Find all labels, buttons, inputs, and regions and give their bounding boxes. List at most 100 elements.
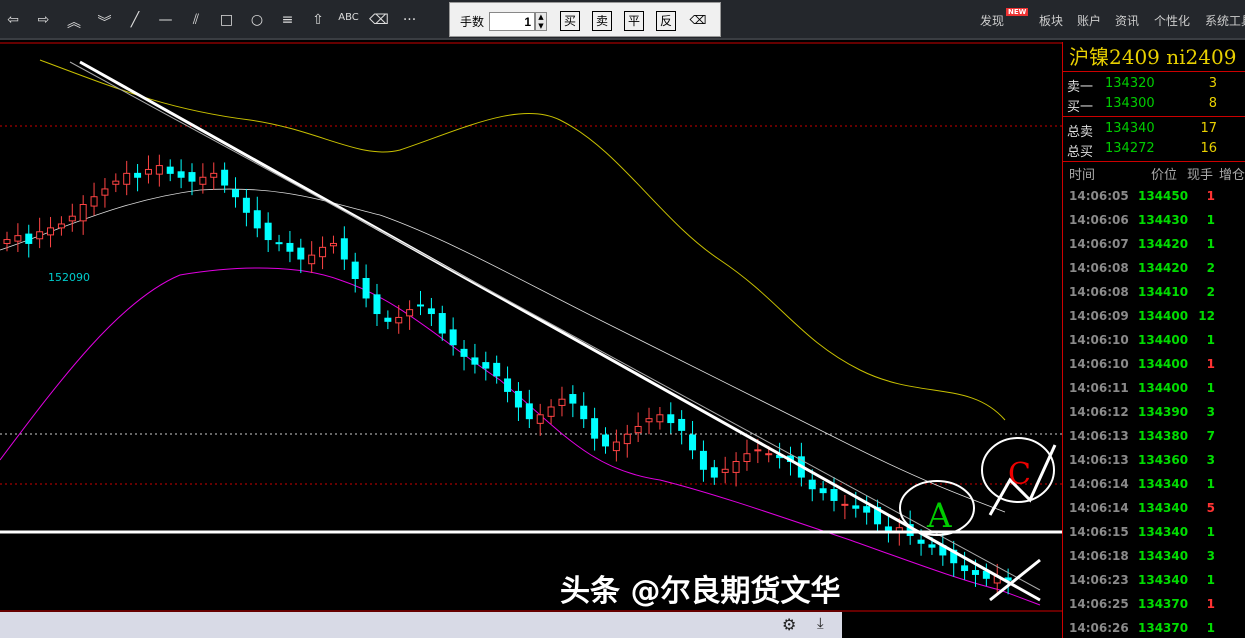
candle (308, 254, 316, 265)
tick-volume: 1 (1206, 189, 1215, 203)
tick-price: 134340 (1138, 525, 1189, 539)
tick-price: 134400 (1138, 381, 1189, 395)
tick-time: 14:06:13 (1069, 453, 1129, 467)
reverse-button[interactable]: 反 (656, 11, 676, 31)
tick-price: 134390 (1138, 405, 1189, 419)
row-price: 134340 (1105, 121, 1155, 136)
candle (961, 565, 969, 572)
candle (471, 357, 479, 365)
candle (242, 197, 250, 213)
line-icon[interactable]: ╱ (130, 12, 140, 28)
tick-volume: 2 (1206, 261, 1215, 275)
tick-price: 134370 (1138, 597, 1189, 611)
tick-price: 134400 (1138, 357, 1189, 371)
eraser-icon[interactable]: ⌫ (689, 13, 707, 27)
new-badge: NEW (1006, 8, 1029, 16)
menu-sectors[interactable]: 板块 (1039, 14, 1064, 28)
close-position-button[interactable]: 平 (624, 11, 644, 31)
arrow-up-icon[interactable]: ⇧ (312, 12, 324, 28)
download-icon[interactable]: ⤓ (817, 614, 824, 632)
candle (232, 189, 240, 198)
candle (852, 505, 860, 509)
tick-volume: 12 (1198, 309, 1215, 323)
tick-row: 14:06:15 134340 1 (1063, 520, 1245, 544)
qty-input[interactable] (489, 12, 535, 31)
more-icon[interactable]: ··· (402, 12, 417, 28)
text-icon[interactable]: ABC (338, 12, 359, 23)
gear-icon[interactable]: ⚙ (782, 615, 797, 634)
candle (210, 172, 218, 178)
lower-band (0, 267, 1041, 606)
tick-price: 134360 (1138, 453, 1189, 467)
middle-ma (0, 188, 1006, 513)
rectangle-icon[interactable]: □ (219, 12, 234, 28)
tick-time: 14:06:14 (1069, 477, 1129, 491)
tick-price: 134450 (1138, 189, 1189, 203)
tick-time: 14:06:14 (1069, 501, 1129, 515)
tick-row: 14:06:10 134400 1 (1063, 328, 1245, 352)
candle (275, 242, 283, 245)
tick-price: 134420 (1138, 237, 1189, 251)
quote-row: 卖一 134320 3 (1063, 74, 1245, 95)
quote-row: 总卖 134340 17 (1063, 119, 1245, 140)
row-volume: 16 (1200, 141, 1217, 156)
tick-row: 14:06:09 134400 12 (1063, 304, 1245, 328)
tick-row: 14:06:05 134450 1 (1063, 184, 1245, 208)
candle (79, 204, 87, 222)
quote-row: 买一 134300 8 (1063, 94, 1245, 115)
fibonacci-icon[interactable]: ≡ (281, 12, 294, 28)
tick-header: 时间 价位 现手 增仓 (1063, 162, 1245, 184)
tick-time: 14:06:11 (1069, 381, 1129, 395)
menu-personalize[interactable]: 个性化 (1154, 14, 1191, 28)
double-up-icon[interactable]: ︽ (67, 15, 81, 31)
low-price-label: 152090 (48, 271, 90, 284)
sell-button[interactable]: 卖 (592, 11, 612, 31)
header-time: 时间 (1069, 168, 1096, 183)
header-price: 价位 (1151, 168, 1178, 183)
arrow-left-icon[interactable]: ⇦ (7, 12, 19, 28)
menu-system-tools[interactable]: 系统工具 (1205, 14, 1245, 28)
candle (384, 317, 392, 322)
tick-time: 14:06:18 (1069, 549, 1129, 563)
menu-discover[interactable]: 发现 (980, 14, 1005, 28)
candle (536, 414, 544, 424)
candle (558, 398, 566, 406)
tick-time: 14:06:23 (1069, 573, 1129, 587)
tick-time: 14:06:07 (1069, 237, 1129, 251)
candle (253, 210, 261, 229)
candle (25, 233, 33, 244)
candle (493, 362, 501, 377)
tick-volume: 1 (1206, 333, 1215, 347)
qty-stepper[interactable]: ▲ ▼ (535, 12, 547, 31)
candle (721, 468, 729, 473)
tick-volume: 1 (1206, 237, 1215, 251)
tick-volume: 7 (1206, 429, 1215, 443)
buy-button[interactable]: 买 (560, 11, 580, 31)
candle (36, 231, 44, 240)
kline-chart[interactable]: A C 152090 (0, 42, 1062, 612)
tick-price: 134380 (1138, 429, 1189, 443)
tick-price: 134340 (1138, 549, 1189, 563)
eraser-icon[interactable]: ⌫ (369, 12, 389, 28)
contract-title: 沪镍2409 ni2409 (1063, 42, 1245, 72)
parallel-line-icon[interactable]: ⫽ (192, 12, 200, 28)
candle (286, 242, 294, 252)
candle (601, 434, 609, 447)
arrow-right-icon[interactable]: ⇨ (37, 12, 50, 28)
candle (591, 418, 599, 439)
menu-account[interactable]: 账户 (1077, 14, 1102, 28)
menu-news[interactable]: 资讯 (1115, 14, 1140, 28)
candle (460, 348, 468, 357)
candle (134, 172, 142, 178)
candle (14, 235, 22, 242)
watermark: 头条 @尔良期货文华 (560, 574, 841, 609)
tick-volume: 1 (1206, 381, 1215, 395)
tick-volume: 3 (1206, 405, 1215, 419)
ellipse-icon[interactable]: ○ (250, 12, 264, 28)
row-volume: 3 (1208, 76, 1217, 91)
double-down-icon[interactable]: ︾ (97, 15, 112, 31)
candle (406, 309, 414, 317)
tick-row: 14:06:06 134430 1 (1063, 208, 1245, 232)
tick-volume: 5 (1206, 501, 1215, 515)
horizontal-line-icon[interactable]: — (158, 12, 173, 28)
